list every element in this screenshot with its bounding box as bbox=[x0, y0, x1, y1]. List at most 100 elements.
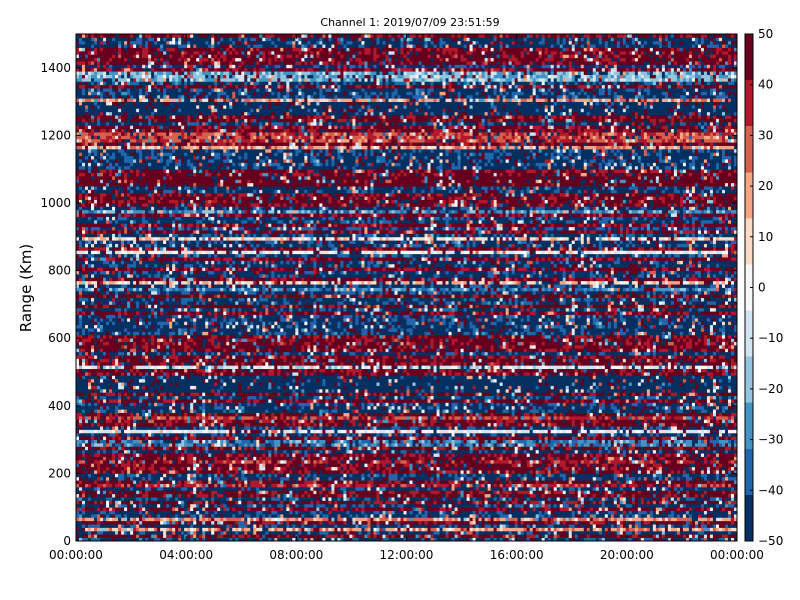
heatmap-cell bbox=[698, 511, 701, 515]
heatmap-cell bbox=[590, 531, 593, 535]
heatmap-cell bbox=[166, 521, 169, 525]
heatmap-cell bbox=[94, 494, 97, 498]
heatmap-cell bbox=[373, 531, 376, 535]
heatmap-cell bbox=[470, 514, 473, 518]
heatmap-cell bbox=[145, 514, 148, 518]
heatmap-cell bbox=[419, 494, 422, 498]
heatmap-cell bbox=[244, 497, 247, 501]
heatmap-cell bbox=[407, 507, 410, 511]
heatmap-cell bbox=[722, 527, 725, 531]
heatmap-cell bbox=[238, 497, 241, 501]
heatmap-cell bbox=[112, 487, 115, 491]
heatmap-cell bbox=[710, 497, 713, 501]
heatmap-cell bbox=[340, 511, 343, 515]
heatmap-cell bbox=[416, 487, 419, 491]
heatmap-cell bbox=[313, 494, 316, 498]
heatmap-cell bbox=[154, 517, 157, 521]
heatmap-cell bbox=[701, 494, 704, 498]
heatmap-cell bbox=[422, 507, 425, 511]
heatmap-cell bbox=[590, 524, 593, 528]
heatmap-cell bbox=[181, 504, 184, 508]
heatmap-cell bbox=[704, 504, 707, 508]
heatmap-cell bbox=[307, 524, 310, 528]
heatmap-cell bbox=[205, 527, 208, 531]
heatmap-cell bbox=[223, 497, 226, 501]
heatmap-cell bbox=[277, 490, 280, 494]
heatmap-cell bbox=[328, 487, 331, 491]
heatmap-cell bbox=[590, 507, 593, 511]
heatmap-cell bbox=[440, 497, 443, 501]
heatmap-cell bbox=[728, 521, 731, 525]
heatmap-cell bbox=[157, 487, 160, 491]
heatmap-cell bbox=[121, 507, 124, 511]
heatmap-cell bbox=[364, 507, 367, 511]
heatmap-cell bbox=[154, 490, 157, 494]
heatmap-cell bbox=[256, 504, 259, 508]
heatmap-cell bbox=[130, 534, 133, 538]
heatmap-cell bbox=[112, 504, 115, 508]
heatmap-cell bbox=[647, 521, 650, 525]
heatmap-cell bbox=[253, 487, 256, 491]
heatmap-cell bbox=[644, 524, 647, 528]
heatmap-cell bbox=[698, 504, 701, 508]
heatmap-cell bbox=[172, 514, 175, 518]
heatmap-cell bbox=[316, 500, 319, 504]
heatmap-cell bbox=[142, 487, 145, 491]
heatmap-cell bbox=[506, 511, 509, 515]
heatmap-cell bbox=[509, 527, 512, 531]
heatmap-cell bbox=[166, 490, 169, 494]
heatmap-cell bbox=[680, 490, 683, 494]
heatmap-cell bbox=[572, 490, 575, 494]
heatmap-cell bbox=[722, 490, 725, 494]
heatmap-cell bbox=[410, 514, 413, 518]
heatmap-cell bbox=[79, 524, 82, 528]
heatmap-cell bbox=[91, 490, 94, 494]
heatmap-cell bbox=[617, 504, 620, 508]
heatmap-cell bbox=[641, 524, 644, 528]
heatmap-cell bbox=[388, 500, 391, 504]
heatmap-cell bbox=[647, 511, 650, 515]
heatmap-cell bbox=[557, 524, 560, 528]
heatmap-cell bbox=[190, 504, 193, 508]
heatmap-cell bbox=[410, 527, 413, 531]
heatmap-cell bbox=[241, 514, 244, 518]
heatmap-cell bbox=[650, 521, 653, 525]
heatmap-cell bbox=[464, 521, 467, 525]
heatmap-cell bbox=[593, 497, 596, 501]
heatmap-cell bbox=[686, 534, 689, 538]
heatmap-cell bbox=[208, 511, 211, 515]
heatmap-cell bbox=[497, 504, 500, 508]
heatmap-cell bbox=[608, 511, 611, 515]
heatmap-cell bbox=[190, 500, 193, 504]
heatmap-cell bbox=[349, 534, 352, 538]
heatmap-cell bbox=[488, 490, 491, 494]
heatmap-cell bbox=[253, 517, 256, 521]
heatmap-cell bbox=[632, 504, 635, 508]
heatmap-cell bbox=[274, 511, 277, 515]
heatmap-cell bbox=[536, 534, 539, 538]
heatmap-cell bbox=[695, 504, 698, 508]
heatmap-cell bbox=[169, 507, 172, 511]
heatmap-cell bbox=[611, 494, 614, 498]
heatmap-cell bbox=[127, 527, 130, 531]
heatmap-cell bbox=[151, 497, 154, 501]
heatmap-cell bbox=[136, 490, 139, 494]
heatmap-cell bbox=[557, 521, 560, 525]
heatmap-cell bbox=[662, 517, 665, 521]
heatmap-cell bbox=[163, 524, 166, 528]
heatmap-cell bbox=[226, 527, 229, 531]
heatmap-cell bbox=[446, 494, 449, 498]
heatmap-cell bbox=[397, 500, 400, 504]
heatmap-cell bbox=[713, 534, 716, 538]
heatmap-cell bbox=[331, 534, 334, 538]
heatmap-cell bbox=[190, 497, 193, 501]
heatmap-cell bbox=[160, 517, 163, 521]
heatmap-cell bbox=[229, 504, 232, 508]
heatmap-cell bbox=[85, 487, 88, 491]
heatmap-cell bbox=[112, 497, 115, 501]
heatmap-cell bbox=[425, 507, 428, 511]
heatmap-cell bbox=[181, 511, 184, 515]
heatmap-cell bbox=[217, 531, 220, 535]
heatmap-cell bbox=[127, 487, 130, 491]
heatmap-cell bbox=[325, 521, 328, 525]
